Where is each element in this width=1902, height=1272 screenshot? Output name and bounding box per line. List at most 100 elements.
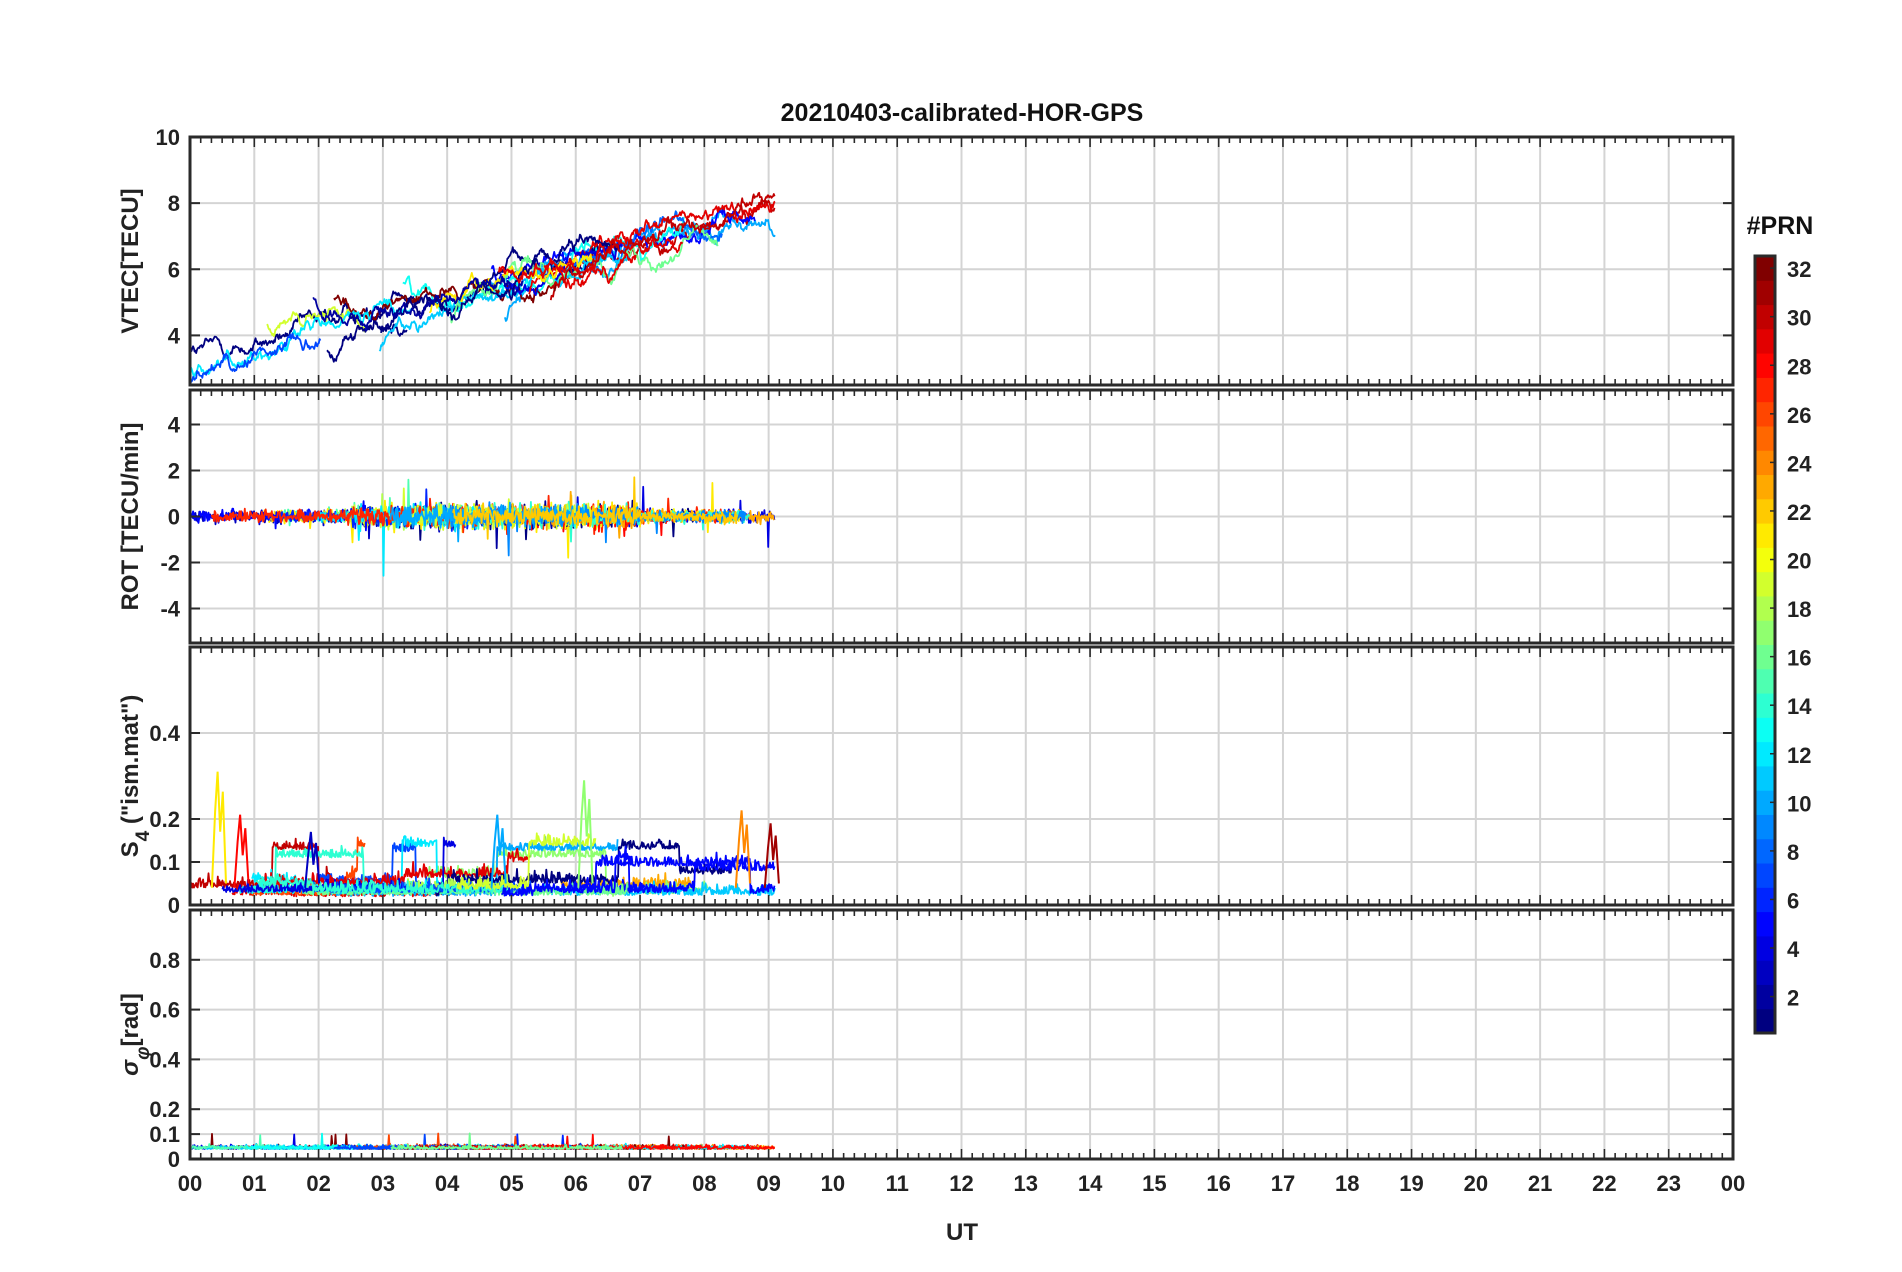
x-tick-label: 18 [1335, 1171, 1359, 1196]
colorbar-swatch [1755, 765, 1775, 791]
x-tick-label: 08 [692, 1171, 716, 1196]
colorbar-swatch [1755, 328, 1775, 354]
colorbar-swatch [1755, 304, 1775, 330]
y-tick-label: 4 [168, 413, 181, 438]
prn-series-line [456, 832, 597, 890]
colorbar-swatch [1755, 693, 1775, 718]
panel-sigma-phi: 00.10.2 0.4 0.6 0.8 σφ[rad] 00 01 02 03 04 05 06 07 0… [117, 908, 1745, 1196]
x-tick-label: 00 [1721, 1171, 1745, 1196]
prn-series-line [255, 873, 512, 894]
colorbar-tick-label: 2 [1787, 986, 1799, 1011]
y-axis-label: σφ[rad] [117, 993, 154, 1076]
colorbar-tick-label: 4 [1787, 937, 1800, 962]
prn-series-line [497, 235, 684, 285]
prn-series-line [190, 298, 412, 378]
colorbar-tick-label: 20 [1787, 549, 1811, 574]
colorbar-swatch [1755, 717, 1775, 743]
y-tick-label: 6 [168, 257, 180, 282]
x-tick-label: 02 [306, 1171, 330, 1196]
s4-peak-line [233, 814, 250, 888]
x-tick-label: 23 [1656, 1171, 1680, 1196]
colorbar-swatch [1755, 280, 1775, 306]
y-tick-label: 0 [168, 505, 180, 530]
x-tick-label: 04 [435, 1171, 460, 1196]
prn-series-line [435, 838, 733, 897]
y-tick-label: 4 [168, 323, 181, 348]
colorbar-swatch [1755, 814, 1775, 840]
x-tick-label: 22 [1592, 1171, 1616, 1196]
y-axis-label: VTEC[TECU] [117, 188, 144, 333]
colorbar-swatch [1755, 863, 1775, 888]
x-tick-label: 10 [821, 1171, 845, 1196]
series-group [190, 476, 776, 577]
panel-vtec: 4 6 8 10 VTEC[TECU] [117, 125, 1735, 387]
series-group [190, 1132, 776, 1150]
colorbar-swatch [1755, 887, 1775, 913]
colorbar-swatch [1755, 1008, 1775, 1034]
colorbar-swatch [1755, 353, 1775, 378]
y-tick-label: -2 [160, 551, 180, 576]
colorbar-swatch [1755, 571, 1775, 597]
s4-peak-line [734, 810, 751, 888]
colorbar-swatch [1755, 960, 1775, 985]
colorbar-swatch [1755, 450, 1775, 476]
colorbar-tick-label: 10 [1787, 791, 1811, 816]
colorbar-swatch [1755, 595, 1775, 621]
x-tick-label: 17 [1271, 1171, 1295, 1196]
colorbar-tick-label: 6 [1787, 888, 1799, 913]
colorbar-tick-label: 8 [1787, 840, 1799, 865]
x-axis-label: UT [946, 1219, 978, 1246]
series-group [190, 771, 780, 898]
colorbar-swatch [1755, 935, 1775, 961]
x-tick-label: 11 [886, 1171, 909, 1196]
colorbar-swatch [1755, 523, 1775, 548]
x-tick-label: 14 [1078, 1171, 1103, 1196]
y-tick-label: 0.4 [149, 721, 180, 746]
colorbar-swatch [1755, 838, 1775, 864]
y-tick-label: 0 [168, 893, 180, 918]
colorbar-swatch [1755, 984, 1775, 1010]
chart-title: 20210403-calibrated-HOR-GPS [781, 99, 1144, 127]
colorbar-tick-label: 22 [1787, 500, 1811, 525]
prn-series-line [190, 332, 322, 383]
x-tick-label: 01 [242, 1171, 266, 1196]
prn-series-line [266, 306, 366, 338]
s4-peak-line [210, 771, 227, 888]
prn-series-line [567, 851, 776, 894]
colorbar-tick-label: 26 [1787, 403, 1811, 428]
y-tick-label: 0.2 [149, 1097, 180, 1122]
colorbar-tick-label: 18 [1787, 597, 1811, 622]
colorbar-title: #PRN [1747, 212, 1814, 240]
prn-series-line [390, 1132, 623, 1150]
colorbar-tick-label: 28 [1787, 354, 1811, 379]
colorbar-swatch [1755, 741, 1775, 767]
panel-rot: -4 -2 0 2 4 ROT [TECU/min] [117, 388, 1735, 645]
x-tick-label: 03 [371, 1171, 395, 1196]
y-tick-label: 0.1 [149, 1122, 180, 1147]
s4-peak-line [304, 831, 321, 888]
colorbar-tick-label: 16 [1787, 646, 1811, 671]
colorbar-swatch [1755, 425, 1775, 451]
y-axis-label: S4 ("ism.mat") [117, 695, 154, 858]
y-tick-label: 0.4 [149, 1047, 180, 1072]
prn-series-line [402, 216, 685, 313]
prn-series-line [380, 233, 620, 334]
colorbar-swatch [1755, 644, 1775, 670]
y-axis-label: ROT [TECU/min] [117, 423, 144, 611]
colorbar-tick-label: 30 [1787, 306, 1811, 331]
colorbar-swatch [1755, 668, 1775, 694]
x-tick-label: 00 [178, 1171, 202, 1196]
colorbar-swatch [1755, 547, 1775, 573]
x-tick-label: 06 [564, 1171, 588, 1196]
y-tick-label: 0.1 [149, 850, 180, 875]
colorbar-swatch [1755, 498, 1775, 524]
colorbar-swatch [1755, 620, 1775, 645]
y-tick-label: 0.8 [149, 948, 180, 973]
y-tick-label: 8 [168, 191, 180, 216]
colorbar-swatch [1755, 790, 1775, 815]
colorbar-swatch [1755, 474, 1775, 500]
prn-series-line [549, 191, 776, 290]
